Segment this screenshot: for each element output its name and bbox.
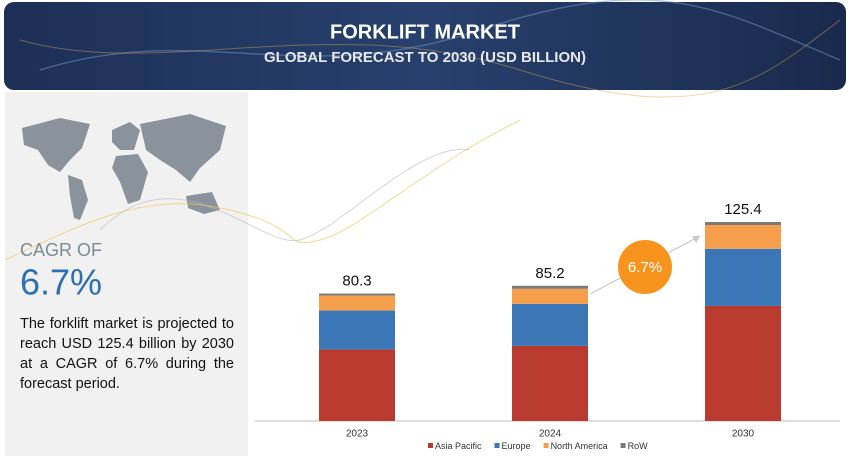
x-tick-label: 2023 bbox=[346, 429, 369, 440]
header-bg bbox=[4, 2, 846, 90]
total-label: 85.2 bbox=[535, 265, 564, 282]
decor bbox=[4, 119, 521, 261]
subtitle: GLOBAL FORECAST TO 2030 (USD BILLION) bbox=[264, 49, 586, 66]
world-map bbox=[22, 114, 226, 220]
legend-swatch bbox=[494, 443, 500, 448]
arrow-head bbox=[692, 236, 700, 243]
x-tick-label: 2030 bbox=[732, 429, 755, 440]
cagr-label: CAGR OF bbox=[20, 240, 102, 260]
summary-text: The forklift market is projected to reac… bbox=[20, 316, 234, 392]
legend-swatch bbox=[620, 443, 626, 448]
x-tick-label: 2024 bbox=[539, 429, 562, 440]
total-label: 125.4 bbox=[724, 201, 762, 218]
decor bbox=[19, 19, 841, 98]
total-label: 80.3 bbox=[342, 273, 371, 290]
legend-swatch bbox=[543, 443, 549, 448]
bar-segment bbox=[705, 221, 781, 226]
bar-segment bbox=[319, 295, 395, 311]
decor bbox=[99, 148, 471, 242]
legend-label: North America bbox=[551, 441, 608, 451]
legend-label: Asia Pacific bbox=[435, 441, 482, 451]
cagr-badge-bg bbox=[618, 240, 672, 294]
decor bbox=[39, 0, 841, 71]
legend-label: RoW bbox=[628, 441, 649, 451]
title: FORKLIFT MARKET bbox=[330, 21, 520, 43]
bar-segment bbox=[512, 303, 588, 346]
cagr-badge: 6.7% bbox=[628, 259, 662, 276]
legend-swatch bbox=[428, 443, 433, 448]
bar-segment bbox=[512, 345, 588, 421]
bar-segment bbox=[512, 288, 588, 304]
bar-segment bbox=[319, 349, 395, 421]
bar-segment bbox=[705, 305, 781, 421]
bar-segment bbox=[705, 225, 781, 249]
bar-segment bbox=[705, 248, 781, 306]
bar-segment bbox=[319, 293, 395, 296]
bar-segment bbox=[512, 285, 588, 289]
bar-segment bbox=[319, 310, 395, 350]
legend-label: Europe bbox=[502, 441, 531, 451]
cagr-value: 6.7% bbox=[20, 262, 102, 303]
